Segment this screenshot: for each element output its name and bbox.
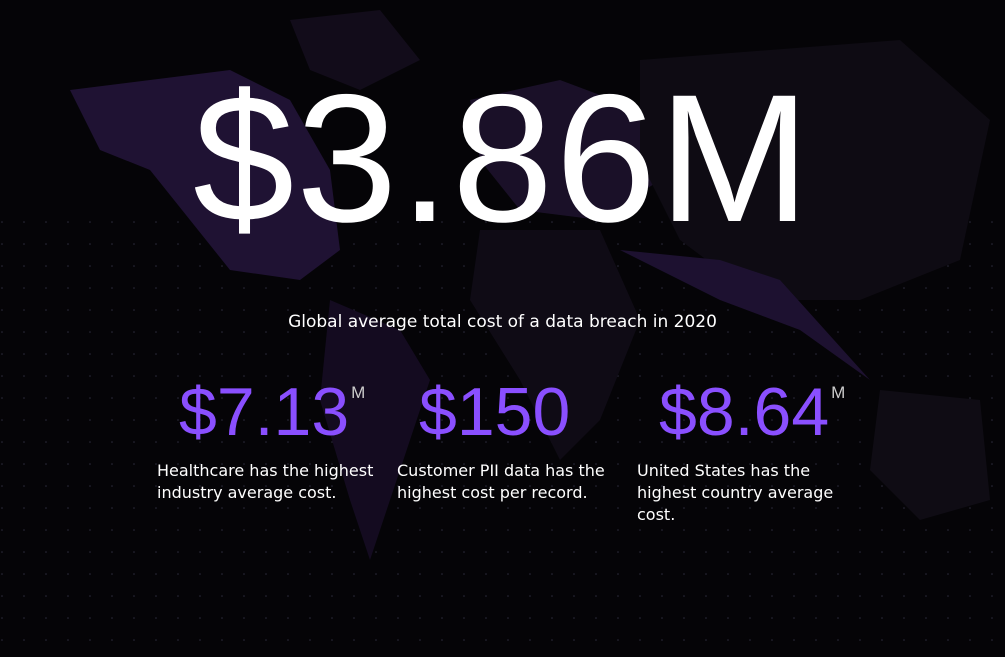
stat-value: $150: [397, 378, 632, 446]
stat-value: $8.64 M: [637, 378, 872, 446]
stat-description: Customer PII data has the highest cost p…: [397, 461, 605, 502]
headline-value: $3.86M: [192, 56, 813, 260]
stat-unit: M: [831, 383, 846, 402]
stat-value: $7.13 M: [157, 378, 392, 446]
headline-caption: Global average total cost of a data brea…: [288, 312, 717, 332]
stat-number: $8.64: [659, 374, 830, 450]
stat-description: United States has the highest country av…: [637, 461, 834, 524]
stat-description: Healthcare has the highest industry aver…: [157, 461, 374, 502]
stat-unit: M: [351, 383, 366, 402]
stat-card: $8.64 M United States has the highest coun…: [637, 378, 872, 526]
stat-card: $7.13 M Healthcare has the highest industr…: [157, 378, 392, 504]
stat-number: $150: [419, 374, 571, 450]
stat-card: $150 Customer PII data has the highest co…: [397, 378, 632, 504]
stat-number: $7.13: [179, 374, 350, 450]
